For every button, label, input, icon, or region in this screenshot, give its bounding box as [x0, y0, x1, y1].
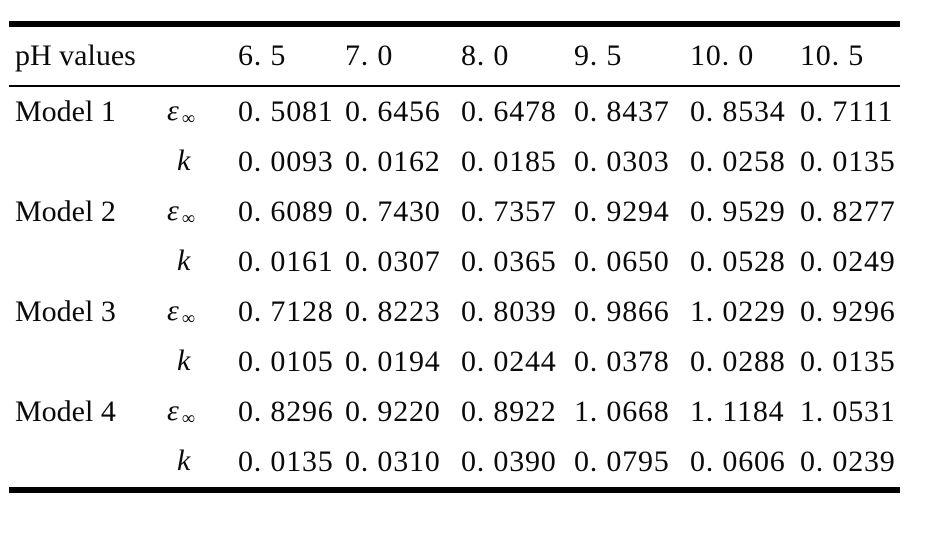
header-col-ph-8-0: 8. 0	[461, 24, 574, 87]
cell-value: 0. 8296	[238, 395, 334, 428]
param-subscript: ∞	[181, 307, 196, 329]
cell-value: 0. 7128	[238, 295, 334, 328]
cell-value: 0. 0258	[690, 145, 786, 178]
cell-value: 0. 0365	[461, 245, 557, 278]
param-base: ε	[167, 94, 179, 128]
cell-value: 0. 0249	[800, 245, 896, 278]
param-base: ε	[167, 194, 179, 228]
cell-value: 0. 8437	[574, 95, 670, 128]
cell-value: 0. 9220	[345, 395, 441, 428]
param-symbol-epsilon-infinity: ε ∞	[149, 187, 238, 237]
cell-value: 0. 0390	[461, 445, 557, 478]
cell-value: 0. 6089	[238, 195, 334, 228]
param-subscript: ∞	[181, 407, 196, 429]
cell-value: 0. 8223	[345, 295, 441, 328]
cell-value: 0. 0528	[690, 245, 786, 278]
cell-value: 0. 5081	[238, 95, 334, 128]
cell-value: 0. 9866	[574, 295, 670, 328]
param-symbol-k: k	[149, 137, 238, 187]
cell-value: 1. 0531	[800, 395, 896, 428]
model-label	[9, 237, 149, 287]
cell-value: 0. 0650	[574, 245, 670, 278]
cell-value: 0. 0310	[345, 445, 441, 478]
param-symbol-k: k	[149, 437, 238, 490]
cell-value: 0. 8534	[690, 95, 786, 128]
cell-value: 0. 0093	[238, 145, 334, 178]
cell-value: 0. 0161	[238, 245, 334, 278]
cell-value: 0. 9529	[690, 195, 786, 228]
header-col-ph-7-0: 7. 0	[345, 24, 461, 87]
model-label	[9, 137, 149, 187]
param-base: k	[177, 244, 191, 278]
cell-value: 0. 0162	[345, 145, 441, 178]
model-label	[9, 437, 149, 490]
cell-value: 0. 0303	[574, 145, 670, 178]
cell-value: 0. 0194	[345, 345, 441, 378]
cell-value: 0. 8922	[461, 395, 557, 428]
model-label: Model 4	[15, 395, 116, 428]
cell-value: 0. 0135	[800, 345, 896, 378]
table-row-model3-k: k 0. 0105 0. 0194 0. 0244 0. 0378 0. 028…	[9, 337, 900, 387]
param-base: ε	[167, 294, 179, 328]
model-label: Model 2	[15, 195, 116, 228]
model-parameters-table: pH values 6. 5 7. 0 8. 0 9. 5 10. 0 10. …	[9, 21, 900, 493]
param-symbol-epsilon-infinity: ε ∞	[149, 287, 238, 337]
cell-value: 0. 9294	[574, 195, 670, 228]
cell-value: 0. 0105	[238, 345, 334, 378]
ph-values-header-label: pH values	[9, 24, 238, 87]
cell-value: 1. 0668	[574, 395, 670, 428]
cell-value: 0. 7357	[461, 195, 557, 228]
cell-value: 0. 0288	[690, 345, 786, 378]
header-col-ph-10-5: 10. 5	[800, 24, 900, 87]
param-base: k	[177, 344, 191, 378]
cell-value: 0. 7111	[800, 95, 894, 128]
table-row-model4-epsilon: Model 4 ε ∞ 0. 8296 0. 9220 0. 8922 1. 06…	[9, 387, 900, 437]
param-symbol-epsilon-infinity: ε ∞	[149, 86, 238, 137]
param-symbol-k: k	[149, 237, 238, 287]
param-subscript: ∞	[181, 207, 196, 229]
header-col-ph-10-0: 10. 0	[690, 24, 800, 87]
cell-value: 0. 0135	[238, 445, 334, 478]
cell-value: 0. 0378	[574, 345, 670, 378]
param-base: k	[177, 144, 191, 178]
param-symbol-epsilon-infinity: ε ∞	[149, 387, 238, 437]
cell-value: 0. 6478	[461, 95, 557, 128]
table-row-model4-k: k 0. 0135 0. 0310 0. 0390 0. 0795 0. 060…	[9, 437, 900, 490]
cell-value: 0. 0606	[690, 445, 786, 478]
cell-value: 0. 7430	[345, 195, 441, 228]
cell-value: 0. 9296	[800, 295, 896, 328]
table-row-model2-k: k 0. 0161 0. 0307 0. 0365 0. 0650 0. 052…	[9, 237, 900, 287]
header-row: pH values 6. 5 7. 0 8. 0 9. 5 10. 0 10. …	[9, 24, 900, 87]
model-label: Model 3	[15, 295, 116, 328]
cell-value: 0. 0185	[461, 145, 557, 178]
header-col-ph-6-5: 6. 5	[238, 24, 345, 87]
cell-value: 0. 0795	[574, 445, 670, 478]
cell-value: 1. 1184	[690, 395, 785, 428]
param-subscript: ∞	[181, 107, 196, 129]
model-label: Model 1	[15, 95, 116, 128]
param-symbol-k: k	[149, 337, 238, 387]
header-col-ph-9-5: 9. 5	[574, 24, 690, 87]
cell-value: 0. 8039	[461, 295, 557, 328]
table-row-model3-epsilon: Model 3 ε ∞ 0. 7128 0. 8223 0. 8039 0. 98…	[9, 287, 900, 337]
cell-value: 0. 6456	[345, 95, 441, 128]
cell-value: 0. 0135	[800, 145, 896, 178]
cell-value: 0. 8277	[800, 195, 896, 228]
cell-value: 0. 0239	[800, 445, 896, 478]
table-row-model1-epsilon: Model 1 ε ∞ 0. 5081 0. 6456 0. 6478 0. 84…	[9, 86, 900, 137]
cell-value: 1. 0229	[690, 295, 786, 328]
param-base: ε	[167, 394, 179, 428]
param-base: k	[177, 444, 191, 478]
cell-value: 0. 0244	[461, 345, 557, 378]
cell-value: 0. 0307	[345, 245, 441, 278]
table-row-model2-epsilon: Model 2 ε ∞ 0. 6089 0. 7430 0. 7357 0. 92…	[9, 187, 900, 237]
model-label	[9, 337, 149, 387]
table-row-model1-k: k 0. 0093 0. 0162 0. 0185 0. 0303 0. 025…	[9, 137, 900, 187]
